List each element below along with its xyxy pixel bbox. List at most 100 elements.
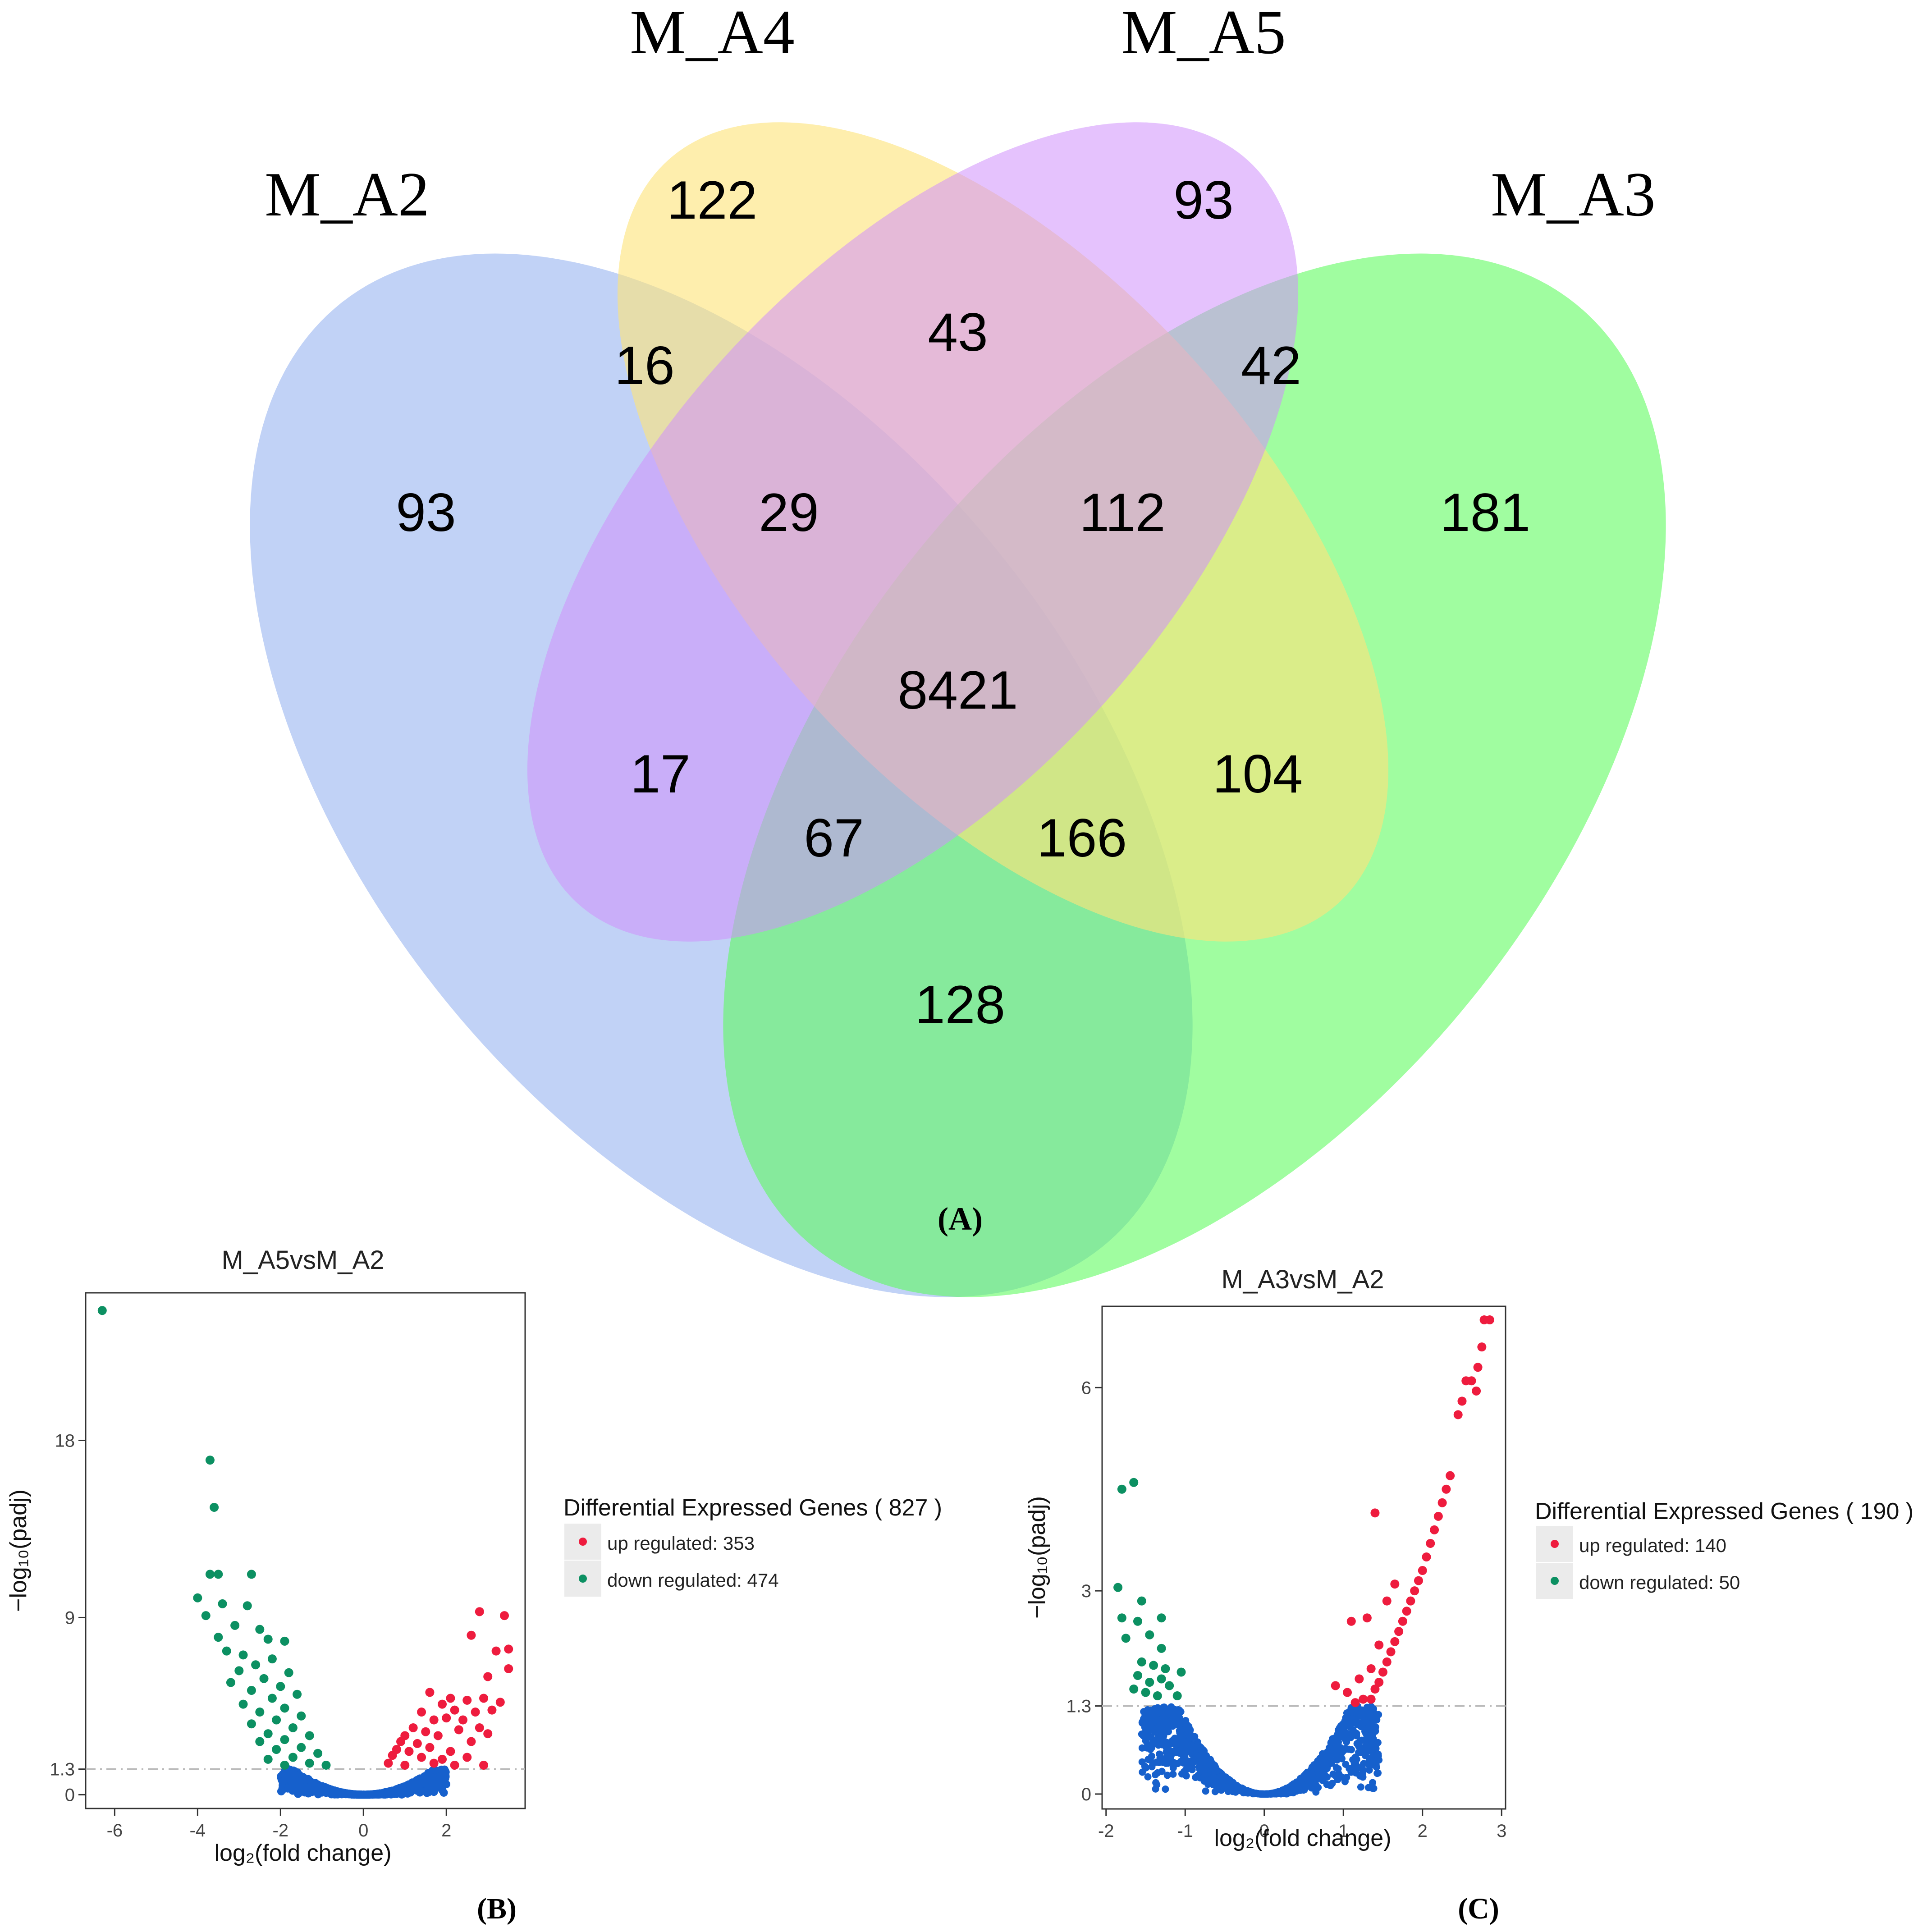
ns-point [1357,1719,1364,1727]
plot-b-not-significant-points [277,1765,450,1799]
ns-point [1194,1772,1202,1779]
ns-point [1359,1769,1367,1776]
down-regulated-point [1145,1677,1154,1687]
ns-point [439,1768,447,1776]
venn-count-a2-a4: 16 [614,335,674,396]
down-regulated-point [280,1735,289,1744]
ns-point [1346,1723,1354,1731]
venn-set-label-m-a5: M_A5 [1121,0,1286,67]
ns-point [1357,1783,1364,1791]
venn-count-a2-a4-a3: 166 [1037,808,1127,868]
venn-count-a4-only: 122 [667,170,757,230]
ns-point [1207,1758,1215,1766]
plot-c-legend-up: up regulated: 140 [1579,1535,1726,1556]
down-regulated-point [1149,1661,1158,1670]
ns-point [1172,1741,1180,1749]
plot-c-legend-title: Differential Expressed Genes ( 190 ) [1535,1498,1913,1525]
up-regulated-point [1457,1396,1467,1406]
down-regulated-point [1129,1478,1139,1487]
down-regulated-point [293,1689,302,1699]
ns-point [1199,1773,1207,1781]
up-regulated-point [1418,1566,1427,1575]
down-regulated-point [222,1646,231,1656]
up-regulated-point [1394,1627,1404,1636]
ns-point [1234,1786,1242,1794]
up-regulated-point [450,1705,459,1715]
ns-point [1337,1722,1345,1730]
ns-point [1176,1717,1183,1724]
venn-set-label-m-a2: M_A2 [265,160,430,229]
ns-point [289,1772,298,1781]
x-tick-label: 0 [358,1821,368,1840]
up-regulated-point [1461,1376,1471,1386]
up-regulated-point [479,1694,489,1703]
ns-point [1327,1739,1335,1746]
up-regulated-point [1406,1596,1415,1606]
up-regulated-point [1410,1586,1419,1596]
up-regulated-point [429,1758,439,1768]
ns-point [1351,1719,1359,1726]
venn-count-a4-a5-a3: 112 [1079,482,1165,543]
ns-point [436,1782,444,1791]
venn-count-a2-a4-a5: 29 [759,482,819,543]
down-regulated-point [193,1593,202,1602]
up-regulated-point [438,1754,447,1764]
up-regulated-point [1378,1667,1387,1677]
up-regulated-point [491,1646,501,1656]
ns-point [1156,1734,1163,1741]
ns-point [339,1788,348,1797]
up-regulated-point [425,1743,435,1752]
x-tick-label: 2 [1418,1821,1428,1841]
up-regulated-point [1422,1552,1431,1561]
plot-b-legend-dot-up [579,1538,587,1546]
ns-point [1369,1779,1377,1786]
down-regulated-point [1145,1630,1154,1639]
up-regulated-point [404,1747,414,1756]
up-regulated-point [1374,1640,1384,1650]
up-regulated-point [421,1727,430,1736]
y-tick-label: 1.3 [50,1760,75,1780]
ns-point [1152,1725,1160,1732]
panel-label-b: (B) [477,1892,517,1925]
up-regulated-point [408,1723,418,1732]
ns-point [1192,1751,1199,1758]
ns-point [1320,1756,1327,1764]
ns-point [298,1773,307,1781]
down-regulated-point [263,1634,273,1644]
plot-b-panel [85,1292,526,1809]
y-tick-label: 9 [65,1608,75,1628]
down-regulated-point [238,1699,248,1709]
down-regulated-point [280,1636,289,1646]
ns-point [1206,1777,1214,1785]
down-regulated-point [1172,1691,1182,1701]
plot-b-points [97,1306,513,1770]
venn-count-a3-only: 181 [1440,482,1530,543]
ns-point [1370,1705,1378,1713]
ns-point [326,1785,335,1794]
down-regulated-point [247,1686,256,1695]
down-regulated-point [1137,1657,1146,1666]
up-regulated-point [487,1705,497,1715]
ns-point [1182,1772,1190,1780]
up-regulated-point [504,1644,513,1654]
ns-point [1169,1764,1177,1772]
down-regulated-point [230,1621,240,1630]
x-tick-label: 3 [1497,1821,1506,1841]
down-regulated-point [272,1715,281,1725]
ns-point [1288,1786,1295,1794]
up-regulated-point [446,1694,455,1703]
up-regulated-point [1433,1511,1443,1521]
down-regulated-point [251,1660,261,1670]
down-regulated-point [255,1625,265,1634]
ns-point [1356,1712,1364,1719]
ns-point [1200,1747,1208,1755]
ns-point [1139,1768,1146,1776]
up-regulated-point [417,1708,426,1717]
up-regulated-point [458,1715,468,1725]
ns-point [430,1766,439,1774]
venn-count-a4-a5: 43 [928,302,988,362]
ns-point [1195,1763,1203,1771]
ns-point [1163,1718,1171,1726]
x-tick-label: -2 [273,1821,289,1840]
ns-point [1169,1722,1176,1730]
